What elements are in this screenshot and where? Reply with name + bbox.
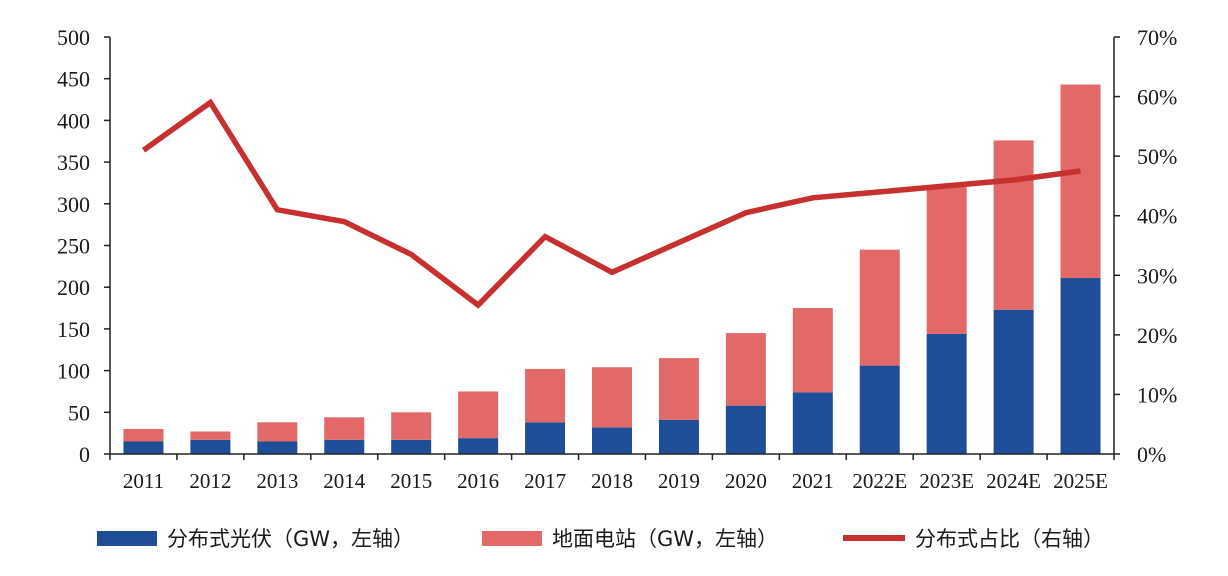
right-tick-label: 10% (1137, 382, 1177, 407)
x-tick-label: 2020 (725, 469, 767, 493)
bar-distributed-pv-2023E (926, 333, 967, 454)
x-tick-label: 2017 (524, 469, 566, 493)
x-tick-label: 2023E (919, 469, 974, 493)
left-tick-label: 350 (57, 150, 90, 175)
x-tick-label: 2011 (123, 469, 164, 493)
bar-ground-station-2020 (725, 333, 766, 406)
left-tick-label: 500 (57, 25, 90, 50)
right-tick-label: 40% (1137, 204, 1177, 229)
share-line-group (141, 98, 1081, 309)
x-tick-label: 2012 (189, 469, 231, 493)
right-tick-label: 70% (1137, 25, 1177, 50)
legend-label-ground-station: 地面电站（GW，左轴） (552, 527, 779, 551)
legend-swatch-distributed-share (843, 535, 905, 541)
right-tick-label: 0% (1137, 442, 1166, 467)
left-tick-label: 0 (79, 442, 90, 467)
x-tick-label: 2025E (1053, 469, 1108, 493)
x-tick-label: 2019 (658, 469, 700, 493)
legend-item-ground-station: 地面电站（GW，左轴） (482, 520, 778, 556)
legend-label-distributed-share: 分布式占比（右轴） (915, 527, 1104, 551)
right-tick-label: 30% (1137, 263, 1177, 288)
bar-ground-station-2019 (658, 358, 699, 420)
left-tick-label: 400 (57, 108, 90, 133)
bar-distributed-pv-2015 (391, 439, 432, 454)
x-tick-label: 2013 (256, 469, 298, 493)
bar-ground-station-2011 (123, 428, 164, 442)
left-tick-label: 250 (57, 234, 90, 259)
bar-distributed-pv-2021 (792, 392, 833, 454)
x-tick-label: 2021 (792, 469, 834, 493)
x-tick-label: 2016 (457, 469, 499, 493)
x-tick-label: 2022E (852, 469, 907, 493)
x-tick-label: 2024E (986, 469, 1041, 493)
bar-ground-station-2023E (926, 187, 967, 334)
bar-distributed-pv-2024E (993, 309, 1034, 454)
bar-distributed-pv-2011 (123, 441, 164, 454)
x-tick-label: 2015 (390, 469, 432, 493)
bar-distributed-pv-2016 (458, 438, 499, 454)
legend: 分布式光伏（GW，左轴） 地面电站（GW，左轴） 分布式占比（右轴） (0, 520, 1228, 556)
bar-distributed-pv-2017 (525, 422, 566, 454)
bar-distributed-pv-2013 (257, 441, 298, 454)
legend-swatch-distributed-pv (97, 530, 157, 546)
bar-ground-station-2018 (592, 367, 632, 428)
bar-ground-station-2021 (792, 308, 833, 393)
bars-group (123, 84, 1101, 454)
bar-ground-station-2015 (391, 412, 432, 440)
bar-ground-station-2012 (190, 431, 231, 440)
left-tick-label: 200 (57, 275, 90, 300)
right-tick-label: 60% (1137, 85, 1177, 110)
bar-distributed-pv-2019 (658, 419, 699, 454)
bar-distributed-pv-2014 (324, 439, 365, 454)
left-tick-label: 450 (57, 67, 90, 92)
bar-distributed-pv-2018 (592, 427, 632, 454)
bar-distributed-pv-2025E (1060, 278, 1101, 454)
bar-distributed-pv-2022E (859, 365, 900, 454)
legend-label-distributed-pv: 分布式光伏（GW，左轴） (167, 527, 415, 551)
bar-ground-station-2022E (859, 249, 900, 366)
x-tick-label: 2014 (323, 469, 366, 493)
bar-ground-station-2013 (257, 422, 298, 442)
axes-group: 0 50 100 150 200 250 300 350 400 450 500 0% 10% 20% 30… (57, 25, 1177, 493)
bar-distributed-pv-2012 (190, 439, 231, 454)
left-tick-label: 150 (57, 317, 90, 342)
chart: 0 50 100 150 200 250 300 350 400 450 500 0% 10% 20% 30… (57, 25, 1177, 493)
bar-ground-station-2017 (525, 368, 566, 423)
left-tick-label: 100 (57, 359, 90, 384)
left-tick-label: 300 (57, 192, 90, 217)
bar-ground-station-2014 (324, 417, 365, 440)
legend-item-distributed-pv: 分布式光伏（GW，左轴） (97, 520, 414, 556)
left-tick-label: 50 (68, 400, 90, 425)
bar-distributed-pv-2020 (725, 405, 766, 454)
x-tick-label: 2018 (591, 469, 633, 493)
bar-ground-station-2016 (458, 391, 499, 439)
legend-item-distributed-share: 分布式占比（右轴） (843, 520, 1104, 556)
right-tick-label: 20% (1137, 323, 1177, 348)
legend-swatch-ground-station (482, 530, 542, 546)
bar-ground-station-2025E (1060, 84, 1101, 279)
right-tick-label: 50% (1137, 144, 1177, 169)
bar-ground-station-2024E (993, 140, 1034, 310)
